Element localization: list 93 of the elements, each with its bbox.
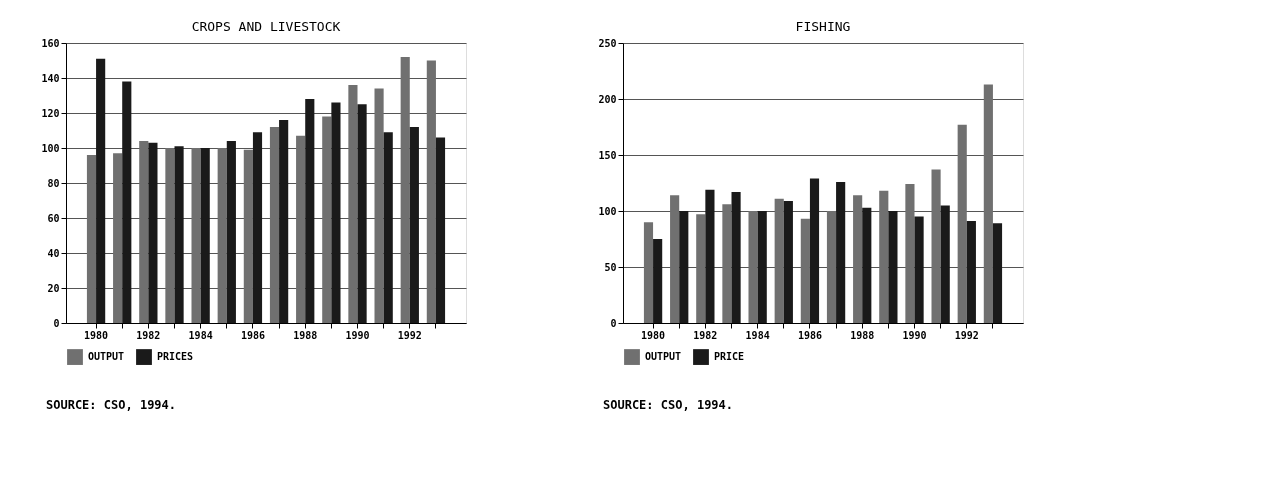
bar bbox=[435, 137, 446, 323]
bar bbox=[279, 120, 289, 323]
bar bbox=[165, 148, 175, 323]
bar bbox=[748, 211, 758, 323]
y-tick-label: 250 bbox=[598, 37, 617, 49]
bar bbox=[226, 141, 236, 323]
y-tick-label: 80 bbox=[47, 177, 60, 189]
bar bbox=[148, 142, 158, 323]
bar bbox=[809, 178, 820, 323]
bar bbox=[374, 88, 384, 323]
chart-title: CROPS AND LIVESTOCK bbox=[191, 19, 341, 34]
x-tick-label: 1990 bbox=[345, 329, 370, 341]
bar bbox=[879, 190, 889, 323]
bar bbox=[940, 205, 950, 323]
bar bbox=[853, 195, 863, 323]
x-tick-label: 1988 bbox=[293, 329, 318, 341]
bar bbox=[96, 58, 106, 323]
legend-label: PRICES bbox=[157, 351, 194, 363]
bar bbox=[679, 211, 689, 323]
bar bbox=[862, 207, 872, 323]
y-tick-label: 50 bbox=[604, 261, 617, 273]
x-tick-label: 1984 bbox=[745, 329, 770, 341]
source-note: SOURCE: CSO, 1994. bbox=[46, 398, 177, 412]
bar bbox=[357, 104, 367, 323]
bar bbox=[705, 189, 715, 323]
y-tick-label: 150 bbox=[598, 149, 617, 161]
x-tick-label: 1980 bbox=[641, 329, 666, 341]
y-tick-label: 140 bbox=[41, 72, 60, 84]
bar bbox=[905, 184, 915, 323]
y-tick-label: 20 bbox=[47, 282, 60, 294]
bar bbox=[888, 211, 898, 323]
x-tick-label: 1986 bbox=[240, 329, 265, 341]
bar bbox=[122, 81, 132, 323]
bar bbox=[409, 127, 419, 323]
bar bbox=[966, 221, 976, 323]
bar bbox=[783, 200, 793, 323]
y-tick-label: 0 bbox=[53, 317, 60, 329]
legend-label: OUTPUT bbox=[88, 351, 125, 363]
y-tick-label: 120 bbox=[41, 107, 60, 119]
y-tick-label: 40 bbox=[47, 247, 60, 259]
bar bbox=[826, 211, 837, 323]
bar bbox=[296, 135, 306, 323]
bar bbox=[931, 169, 941, 323]
bar bbox=[836, 181, 846, 323]
bar bbox=[383, 132, 393, 323]
bar bbox=[653, 239, 663, 323]
x-tick-label: 1982 bbox=[693, 329, 718, 341]
x-tick-label: 1992 bbox=[954, 329, 979, 341]
bar bbox=[670, 195, 680, 323]
bar bbox=[400, 57, 410, 323]
bar bbox=[722, 204, 732, 323]
bar bbox=[426, 60, 436, 323]
source-note: SOURCE: CSO, 1994. bbox=[603, 398, 734, 412]
bar bbox=[243, 149, 253, 323]
bar bbox=[731, 191, 741, 323]
bar bbox=[86, 155, 97, 323]
bar bbox=[269, 127, 280, 323]
y-tick-label: 200 bbox=[598, 93, 617, 105]
x-tick-label: 1982 bbox=[136, 329, 161, 341]
y-tick-label: 100 bbox=[41, 142, 60, 154]
x-tick-label: 1992 bbox=[397, 329, 422, 341]
y-tick-label: 100 bbox=[598, 205, 617, 217]
x-tick-label: 1986 bbox=[797, 329, 822, 341]
bar bbox=[322, 116, 332, 323]
bar bbox=[191, 148, 201, 323]
bar bbox=[305, 99, 315, 323]
bar bbox=[331, 102, 341, 323]
bar bbox=[643, 222, 654, 323]
x-tick-label: 1984 bbox=[188, 329, 213, 341]
x-tick-label: 1980 bbox=[84, 329, 109, 341]
bar bbox=[348, 85, 358, 323]
bar bbox=[774, 198, 784, 323]
bar bbox=[757, 211, 767, 323]
chart-title: FISHING bbox=[795, 19, 851, 34]
bar bbox=[957, 124, 967, 323]
bar bbox=[800, 218, 810, 323]
bar bbox=[113, 153, 123, 323]
bar bbox=[139, 141, 149, 323]
bar bbox=[696, 214, 706, 323]
legend-label: PRICE bbox=[714, 351, 745, 363]
bar bbox=[217, 148, 227, 323]
bar bbox=[252, 132, 263, 323]
legend-label: OUTPUT bbox=[645, 351, 682, 363]
x-tick-label: 1990 bbox=[902, 329, 927, 341]
bar bbox=[200, 148, 210, 323]
bar bbox=[983, 84, 993, 323]
y-tick-label: 60 bbox=[47, 212, 60, 224]
x-tick-label: 1988 bbox=[850, 329, 875, 341]
bar bbox=[914, 216, 924, 323]
y-tick-label: 0 bbox=[610, 317, 617, 329]
bar bbox=[174, 146, 184, 323]
y-tick-label: 160 bbox=[41, 37, 60, 49]
bar bbox=[992, 223, 1003, 323]
